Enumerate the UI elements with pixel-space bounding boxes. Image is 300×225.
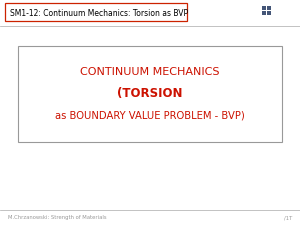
FancyBboxPatch shape bbox=[5, 3, 187, 21]
Text: CONTINUUM MECHANICS: CONTINUUM MECHANICS bbox=[80, 67, 220, 77]
Bar bbox=[267, 6, 271, 10]
Text: SM1-12: Continuum Mechanics: Torsion as BVP: SM1-12: Continuum Mechanics: Torsion as … bbox=[10, 9, 188, 18]
Text: M.Chrzanowski: Strength of Materials: M.Chrzanowski: Strength of Materials bbox=[8, 216, 106, 220]
Text: /1T: /1T bbox=[284, 216, 292, 220]
Bar bbox=[262, 6, 266, 10]
Text: (TORSION: (TORSION bbox=[117, 88, 183, 101]
Bar bbox=[262, 11, 266, 15]
Text: as BOUNDARY VALUE PROBLEM - BVP): as BOUNDARY VALUE PROBLEM - BVP) bbox=[55, 111, 245, 121]
FancyBboxPatch shape bbox=[18, 46, 282, 142]
Bar bbox=[267, 11, 271, 15]
